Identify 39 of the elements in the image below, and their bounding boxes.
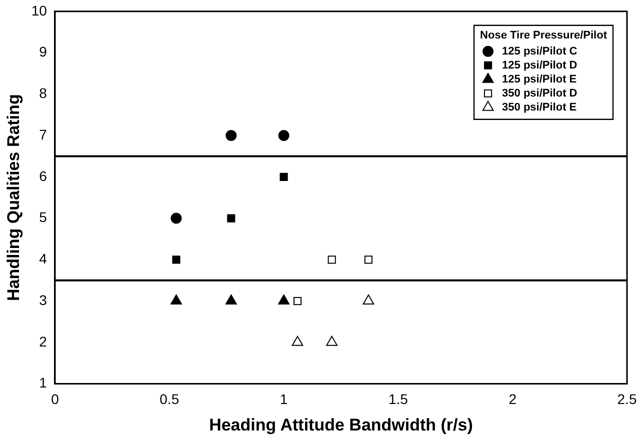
y-tick-label: 6 [39, 168, 48, 184]
y-axis-title: Handling Qualities Rating [4, 94, 23, 302]
y-tick-label: 9 [39, 44, 48, 60]
x-tick-label: 0 [51, 391, 60, 408]
y-tick-label: 4 [39, 250, 48, 267]
y-tick-label: 1 [39, 374, 48, 391]
point [227, 214, 236, 222]
x-tick-label: 0.5 [160, 391, 180, 408]
point [170, 212, 182, 224]
y-tick-label: 2 [39, 333, 48, 350]
legend-label: 125 psi/Pilot E [502, 73, 577, 86]
y-tick-label: 8 [39, 85, 48, 102]
point [278, 130, 290, 142]
point [280, 172, 288, 181]
x-tick-label: 2 [508, 391, 517, 408]
x-tick-label: 1 [280, 391, 288, 408]
point [170, 294, 182, 305]
point [226, 130, 237, 142]
y-tick-label: 3 [39, 292, 48, 308]
point [293, 297, 302, 306]
legend-label: 350 psi/Pilot D [502, 87, 578, 100]
point [326, 336, 338, 346]
legend-label: 350 psi/Pilot E [502, 101, 577, 114]
point [328, 256, 336, 264]
legend-label: 125 psi/Pilot D [502, 59, 578, 72]
y-tick-label: 7 [39, 126, 48, 142]
point [362, 294, 374, 305]
x-tick-label: 2.5 [617, 391, 637, 408]
x-tick-label: 1.5 [388, 391, 408, 408]
point [292, 336, 304, 346]
y-tick-label: 5 [39, 209, 48, 226]
point [172, 256, 180, 264]
point [364, 256, 372, 264]
legend-label: 125 psi/Pilot C [502, 45, 578, 58]
y-tick-label: 10 [31, 2, 48, 18]
point [225, 294, 237, 305]
legend-title: Nose Tire Pressure/Pilot [480, 29, 608, 42]
x-axis-title: Heading Attitude Bandwidth (r/s) [209, 415, 473, 434]
point [278, 294, 290, 305]
